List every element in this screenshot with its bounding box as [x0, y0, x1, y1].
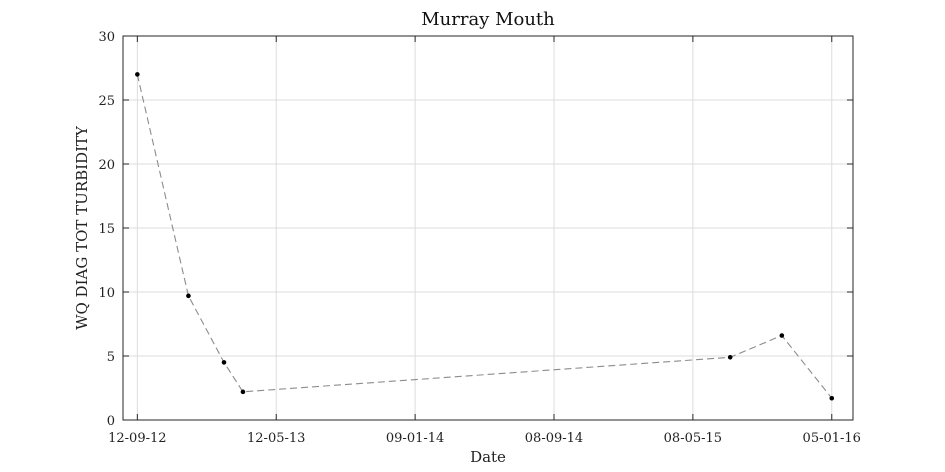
data-point [779, 333, 785, 338]
y-axis-label: WQ DIAG TOT TURBIDITY [73, 125, 91, 330]
y-tick-label: 20 [98, 158, 115, 173]
data-point [186, 293, 191, 299]
y-tick-label: 25 [98, 94, 115, 109]
data-point [135, 72, 140, 77]
chart-title: Murray Mouth [421, 9, 555, 30]
data-points [135, 72, 835, 401]
x-tick-labels: 12-09-12 12-05-13 09-01-14 08-09-14 08-05-15… [108, 431, 861, 446]
data-point [221, 360, 227, 365]
axis-ticks [123, 35, 853, 421]
x-tick-label: 12-09-12 [108, 431, 166, 446]
x-tick-label: 12-05-13 [247, 431, 305, 446]
x-tick-label: 08-09-14 [525, 431, 583, 446]
x-axis-label: Date [470, 448, 506, 466]
y-tick-label: 5 [107, 350, 115, 365]
y-tick-label: 0 [107, 414, 115, 429]
data-point [727, 354, 733, 360]
x-tick-label: 08-05-15 [664, 431, 722, 446]
data-point [829, 395, 835, 401]
y-tick-label: 10 [98, 286, 115, 301]
x-tick-label: 09-01-14 [386, 431, 444, 446]
data-point [240, 389, 246, 395]
y-tick-label: 15 [98, 222, 115, 237]
y-tick-labels: 0 5 10 15 20 25 30 [98, 30, 115, 429]
x-tick-label: 05-01-16 [803, 431, 861, 446]
y-tick-label: 30 [98, 30, 115, 45]
